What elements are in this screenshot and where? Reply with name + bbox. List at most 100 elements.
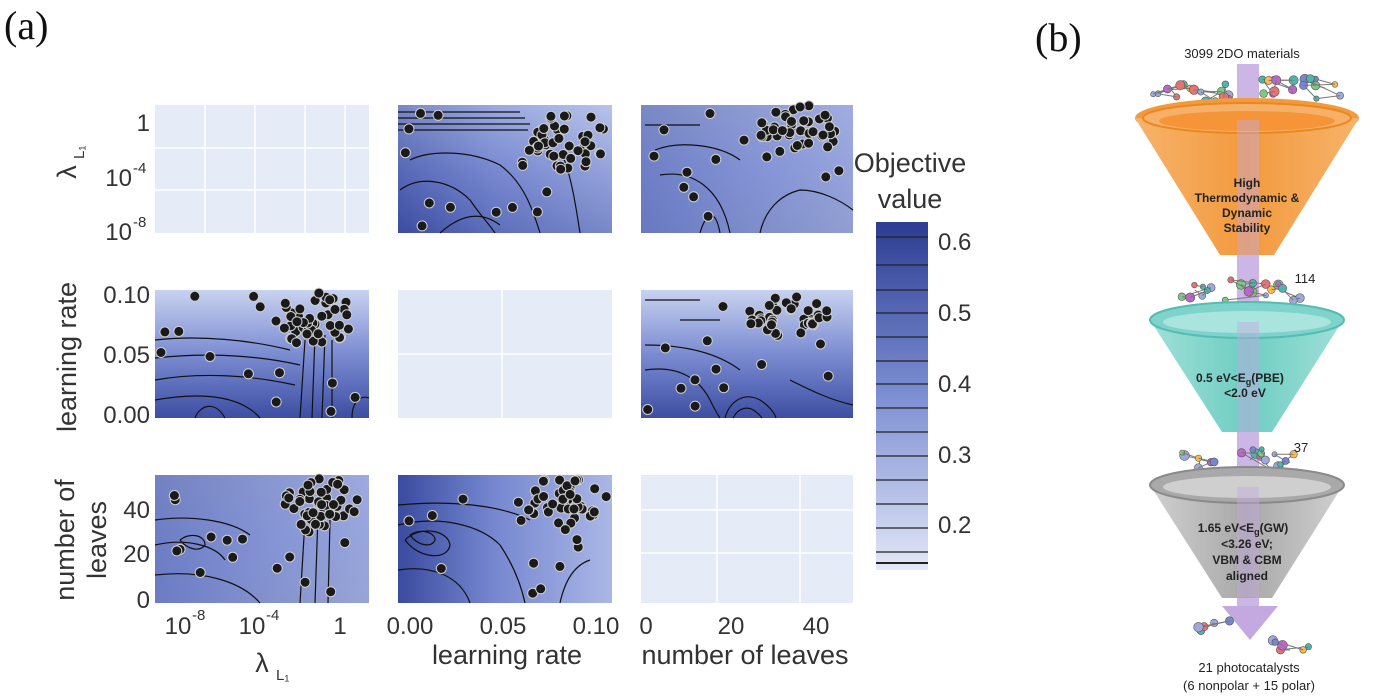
sample-point — [572, 145, 584, 157]
sample-point — [791, 291, 803, 303]
molecule-atom — [1288, 85, 1298, 95]
sample-point — [523, 144, 535, 156]
sample-point — [523, 504, 535, 516]
sample-point — [766, 319, 777, 331]
molecule-atom — [1191, 282, 1198, 289]
sample-point — [237, 533, 248, 545]
sample-point — [659, 342, 671, 354]
sample-point — [155, 347, 167, 358]
sample-point — [559, 524, 571, 536]
funnel-count-2: 114 — [1295, 271, 1316, 286]
sample-point — [595, 148, 606, 160]
sample-point — [299, 576, 311, 588]
ytick-row0-1: 1 — [137, 110, 150, 137]
sample-point — [710, 153, 722, 165]
xtick-col1-0.00: 0.00 — [387, 613, 434, 640]
stage1-line4: Stability — [1224, 221, 1271, 235]
sample-point — [254, 301, 266, 313]
sample-point — [291, 316, 303, 328]
sample-point — [194, 567, 206, 578]
xtick-col2-0: 0 — [639, 613, 652, 640]
colorbar-tick-0.3: 0.3 — [938, 442, 971, 469]
molecule-atom — [1306, 74, 1315, 83]
stage3-line1: 1.65 eV<Eg(GW) — [1198, 521, 1289, 537]
sample-point — [316, 310, 328, 322]
sample-point — [756, 117, 768, 129]
sample-point — [328, 499, 339, 510]
sample-point — [589, 483, 601, 495]
sample-point — [316, 499, 328, 511]
sample-point — [794, 101, 806, 113]
sample-point — [278, 322, 290, 334]
sample-point — [490, 206, 502, 218]
sample-point — [555, 163, 567, 175]
sample-point — [755, 129, 767, 141]
sample-point — [600, 491, 612, 503]
xtick-col0-1: 1 — [333, 613, 346, 640]
sample-point — [547, 498, 559, 510]
sample-point — [770, 106, 782, 118]
xaxis-title-lr: learning rate — [432, 640, 582, 670]
sample-point — [554, 474, 566, 486]
sample-point — [820, 171, 832, 183]
ytick-row1-0.00: 0.00 — [103, 402, 150, 429]
sample-point — [811, 298, 823, 310]
sample-point — [822, 370, 834, 382]
sample-point — [817, 129, 829, 141]
molecule-atom — [1259, 89, 1268, 98]
sample-point — [294, 496, 306, 507]
sample-point — [558, 110, 570, 122]
sample-point — [435, 563, 447, 574]
yaxis-title-lr: learning rate — [52, 282, 82, 432]
sample-point — [815, 338, 826, 350]
sample-point — [763, 299, 775, 311]
sample-point — [507, 201, 518, 213]
xtick-col0-exp-b: -4 — [266, 607, 279, 624]
sample-point — [798, 115, 810, 127]
sample-point — [738, 134, 750, 146]
sample-point — [675, 382, 687, 394]
molecule-bond — [1200, 90, 1222, 93]
sample-point — [553, 517, 564, 529]
cell-lr-lr — [398, 290, 612, 418]
sample-point — [205, 531, 217, 543]
sample-point — [648, 150, 660, 162]
sample-point — [403, 123, 415, 135]
sample-point — [326, 377, 338, 389]
sample-point — [288, 503, 300, 515]
ytick-row1-0.10: 0.10 — [103, 282, 150, 309]
sample-point — [426, 510, 438, 521]
sample-point — [756, 359, 768, 370]
colorbar-tick-0.5: 0.5 — [938, 300, 971, 327]
funnel-count-3: 37 — [1294, 440, 1308, 455]
stage2-line1: 0.5 eV<Eg(PBE) — [1196, 371, 1284, 387]
xtick-col0-exp-a: -8 — [192, 607, 205, 624]
sample-point — [189, 290, 201, 302]
sample-point — [294, 303, 306, 315]
molecule-bond — [1225, 294, 1266, 301]
sample-point — [588, 506, 600, 518]
xtick-col0-10b: 10 — [239, 613, 266, 640]
molecule-bond — [1315, 78, 1336, 85]
cell-lambda-vs-leaves — [154, 475, 369, 604]
sample-point — [333, 319, 345, 331]
sample-point — [325, 405, 337, 417]
funnel-top-label: 3099 2DO materials — [1184, 46, 1300, 61]
sample-point — [548, 150, 560, 162]
sample-point — [822, 141, 834, 153]
sample-point — [537, 475, 549, 487]
ytick-row2-20: 20 — [123, 541, 150, 568]
sample-point — [329, 303, 341, 315]
xtick-col2-20: 20 — [718, 613, 745, 640]
sample-point — [295, 518, 307, 530]
sample-point — [702, 210, 714, 222]
sample-point — [658, 124, 670, 136]
sample-point — [541, 186, 553, 198]
sample-point — [678, 181, 690, 193]
sample-point — [769, 292, 781, 304]
molecule-bond — [1316, 95, 1341, 100]
cell-leaves-leaves — [641, 475, 853, 603]
sample-point — [415, 107, 426, 119]
sample-point — [432, 109, 444, 121]
